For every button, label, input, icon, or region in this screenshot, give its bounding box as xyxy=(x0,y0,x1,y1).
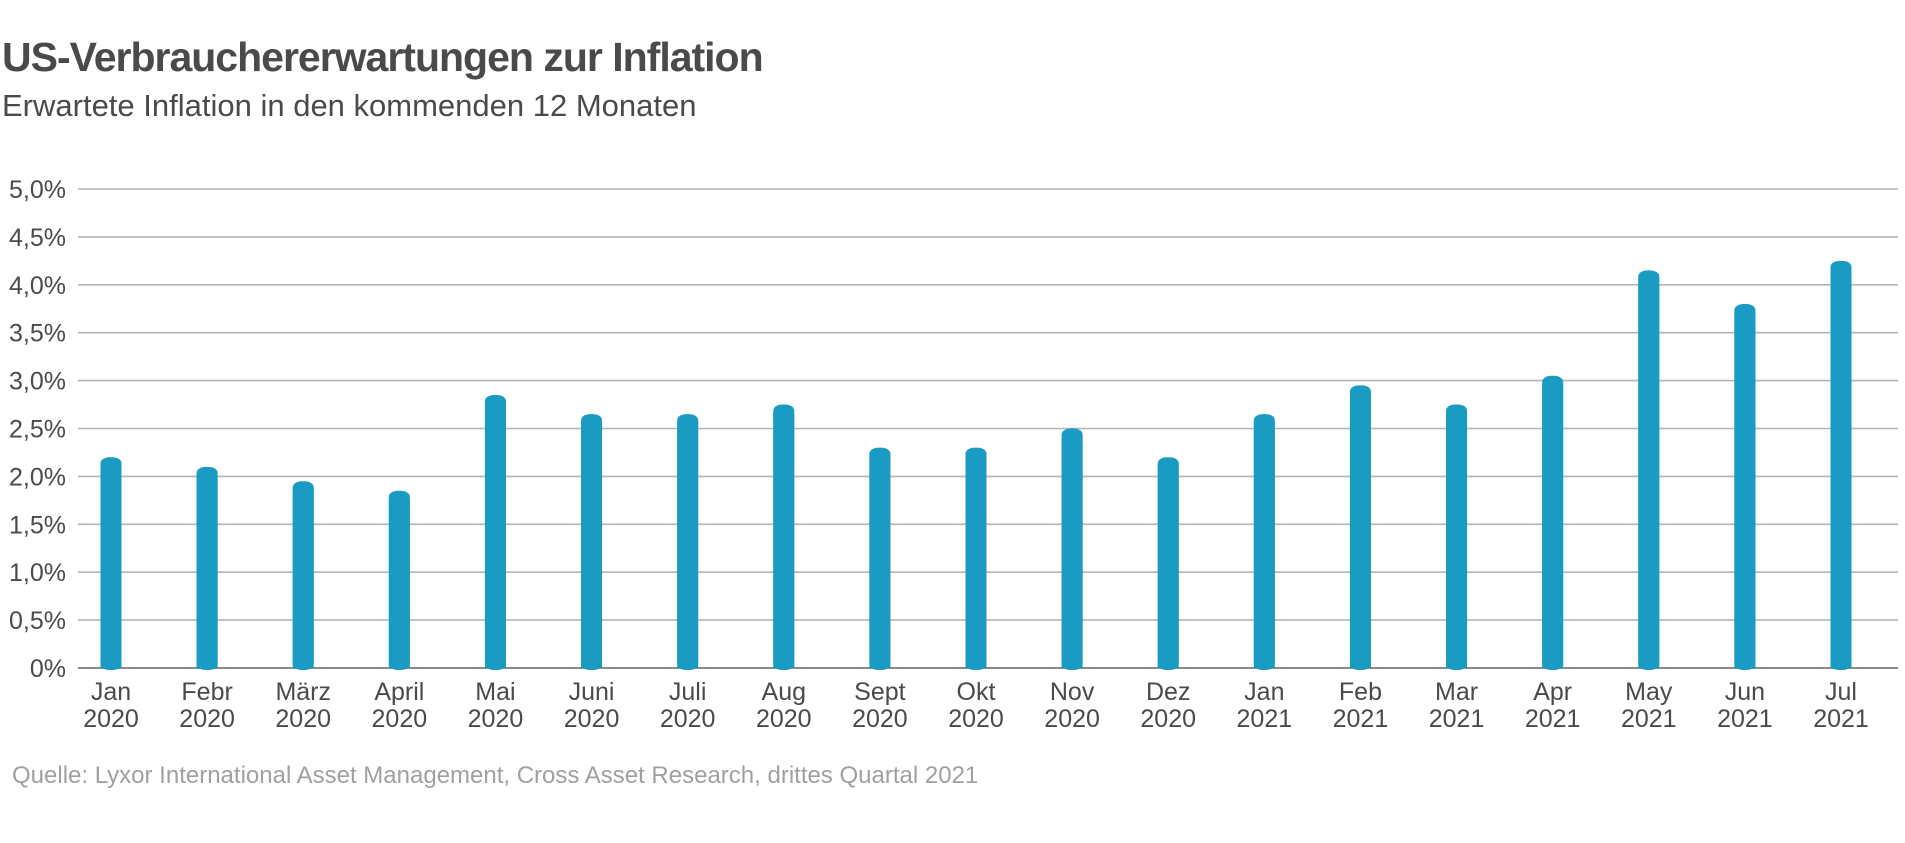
bar-body xyxy=(1157,465,1179,668)
x-tick-label-year: 2020 xyxy=(1140,705,1196,733)
y-tick-label: 4,0% xyxy=(9,272,66,300)
x-tick-label-month: Jan xyxy=(1244,678,1284,706)
x-tick-label-month: Feb xyxy=(1339,678,1382,706)
y-tick-label: 2,0% xyxy=(9,463,66,491)
x-tick-label-year: 2020 xyxy=(83,705,139,733)
bar-body xyxy=(869,455,891,668)
x-tick-label-year: 2021 xyxy=(1717,705,1773,733)
x-tick-label-month: Dez xyxy=(1146,678,1190,706)
y-tick-label: 0% xyxy=(30,655,66,683)
y-tick-label: 0,5% xyxy=(9,607,66,635)
x-tick-label-year: 2021 xyxy=(1333,705,1389,733)
x-tick-label-month: Juli xyxy=(669,678,707,706)
x-tick-label-year: 2020 xyxy=(852,705,908,733)
x-tick-label-month: May xyxy=(1625,678,1673,706)
x-tick-label-year: 2020 xyxy=(756,705,812,733)
bar-body xyxy=(388,498,410,668)
x-tick-label-year: 2020 xyxy=(179,705,235,733)
x-tick-label-month: Aug xyxy=(762,678,806,706)
x-tick-label-year: 2020 xyxy=(660,705,716,733)
x-tick-label-year: 2020 xyxy=(948,705,1004,733)
chart-subtitle: Erwartete Inflation in den kommenden 12 … xyxy=(2,88,697,123)
bar-body xyxy=(1253,422,1275,668)
x-tick-label-month: Nov xyxy=(1050,678,1095,706)
bar-body xyxy=(1446,412,1468,668)
bar-body xyxy=(196,474,218,668)
y-tick-label: 3,5% xyxy=(9,320,66,348)
chart-title: US-Verbrauchererwartungen zur Inflation xyxy=(2,34,764,80)
x-tick-label-year: 2021 xyxy=(1237,705,1293,733)
source-note: Quelle: Lyxor International Asset Manage… xyxy=(12,762,979,789)
bar-body xyxy=(100,465,122,668)
x-tick-label-month: Jul xyxy=(1825,678,1857,706)
x-tick-label-month: Okt xyxy=(957,678,996,706)
x-tick-label-year: 2020 xyxy=(1044,705,1100,733)
x-tick-label-year: 2021 xyxy=(1813,705,1869,733)
y-tick-label: 4,5% xyxy=(9,224,66,252)
y-tick-label: 5,0% xyxy=(9,176,66,204)
bar-body xyxy=(773,412,795,668)
x-tick-label-year: 2020 xyxy=(275,705,331,733)
bar-body xyxy=(292,489,314,668)
bar-body xyxy=(1061,436,1083,668)
x-tick-label-month: März xyxy=(275,678,331,706)
x-tick-label-month: Jun xyxy=(1725,678,1765,706)
bar-body xyxy=(1542,383,1564,668)
bar-body xyxy=(677,422,699,668)
x-tick-label-month: Sept xyxy=(854,678,905,706)
x-tick-label-month: Febr xyxy=(181,678,232,706)
bar-body xyxy=(1734,311,1756,668)
x-tick-label-year: 2020 xyxy=(564,705,620,733)
bar-body xyxy=(581,422,603,668)
x-tick-label-month: Mar xyxy=(1435,678,1478,706)
bar-body xyxy=(1830,268,1852,668)
y-tick-label: 2,5% xyxy=(9,416,66,444)
x-tick-label-month: April xyxy=(374,678,424,706)
y-tick-label: 1,0% xyxy=(9,559,66,587)
x-tick-label-month: Apr xyxy=(1533,678,1572,706)
x-tick-label-year: 2021 xyxy=(1621,705,1677,733)
x-tick-label-month: Mai xyxy=(475,678,515,706)
y-tick-label: 3,0% xyxy=(9,368,66,396)
bar-body xyxy=(1349,393,1371,668)
x-tick-label-month: Juni xyxy=(569,678,615,706)
x-tick-label-year: 2020 xyxy=(468,705,524,733)
bar-body xyxy=(965,455,987,668)
bar-body xyxy=(1638,278,1660,668)
x-tick-label-year: 2021 xyxy=(1429,705,1485,733)
x-tick-label-year: 2021 xyxy=(1525,705,1581,733)
x-tick-label-year: 2020 xyxy=(372,705,428,733)
y-tick-label: 1,5% xyxy=(9,511,66,539)
x-tick-label-month: Jan xyxy=(91,678,131,706)
bar-body xyxy=(484,402,506,668)
